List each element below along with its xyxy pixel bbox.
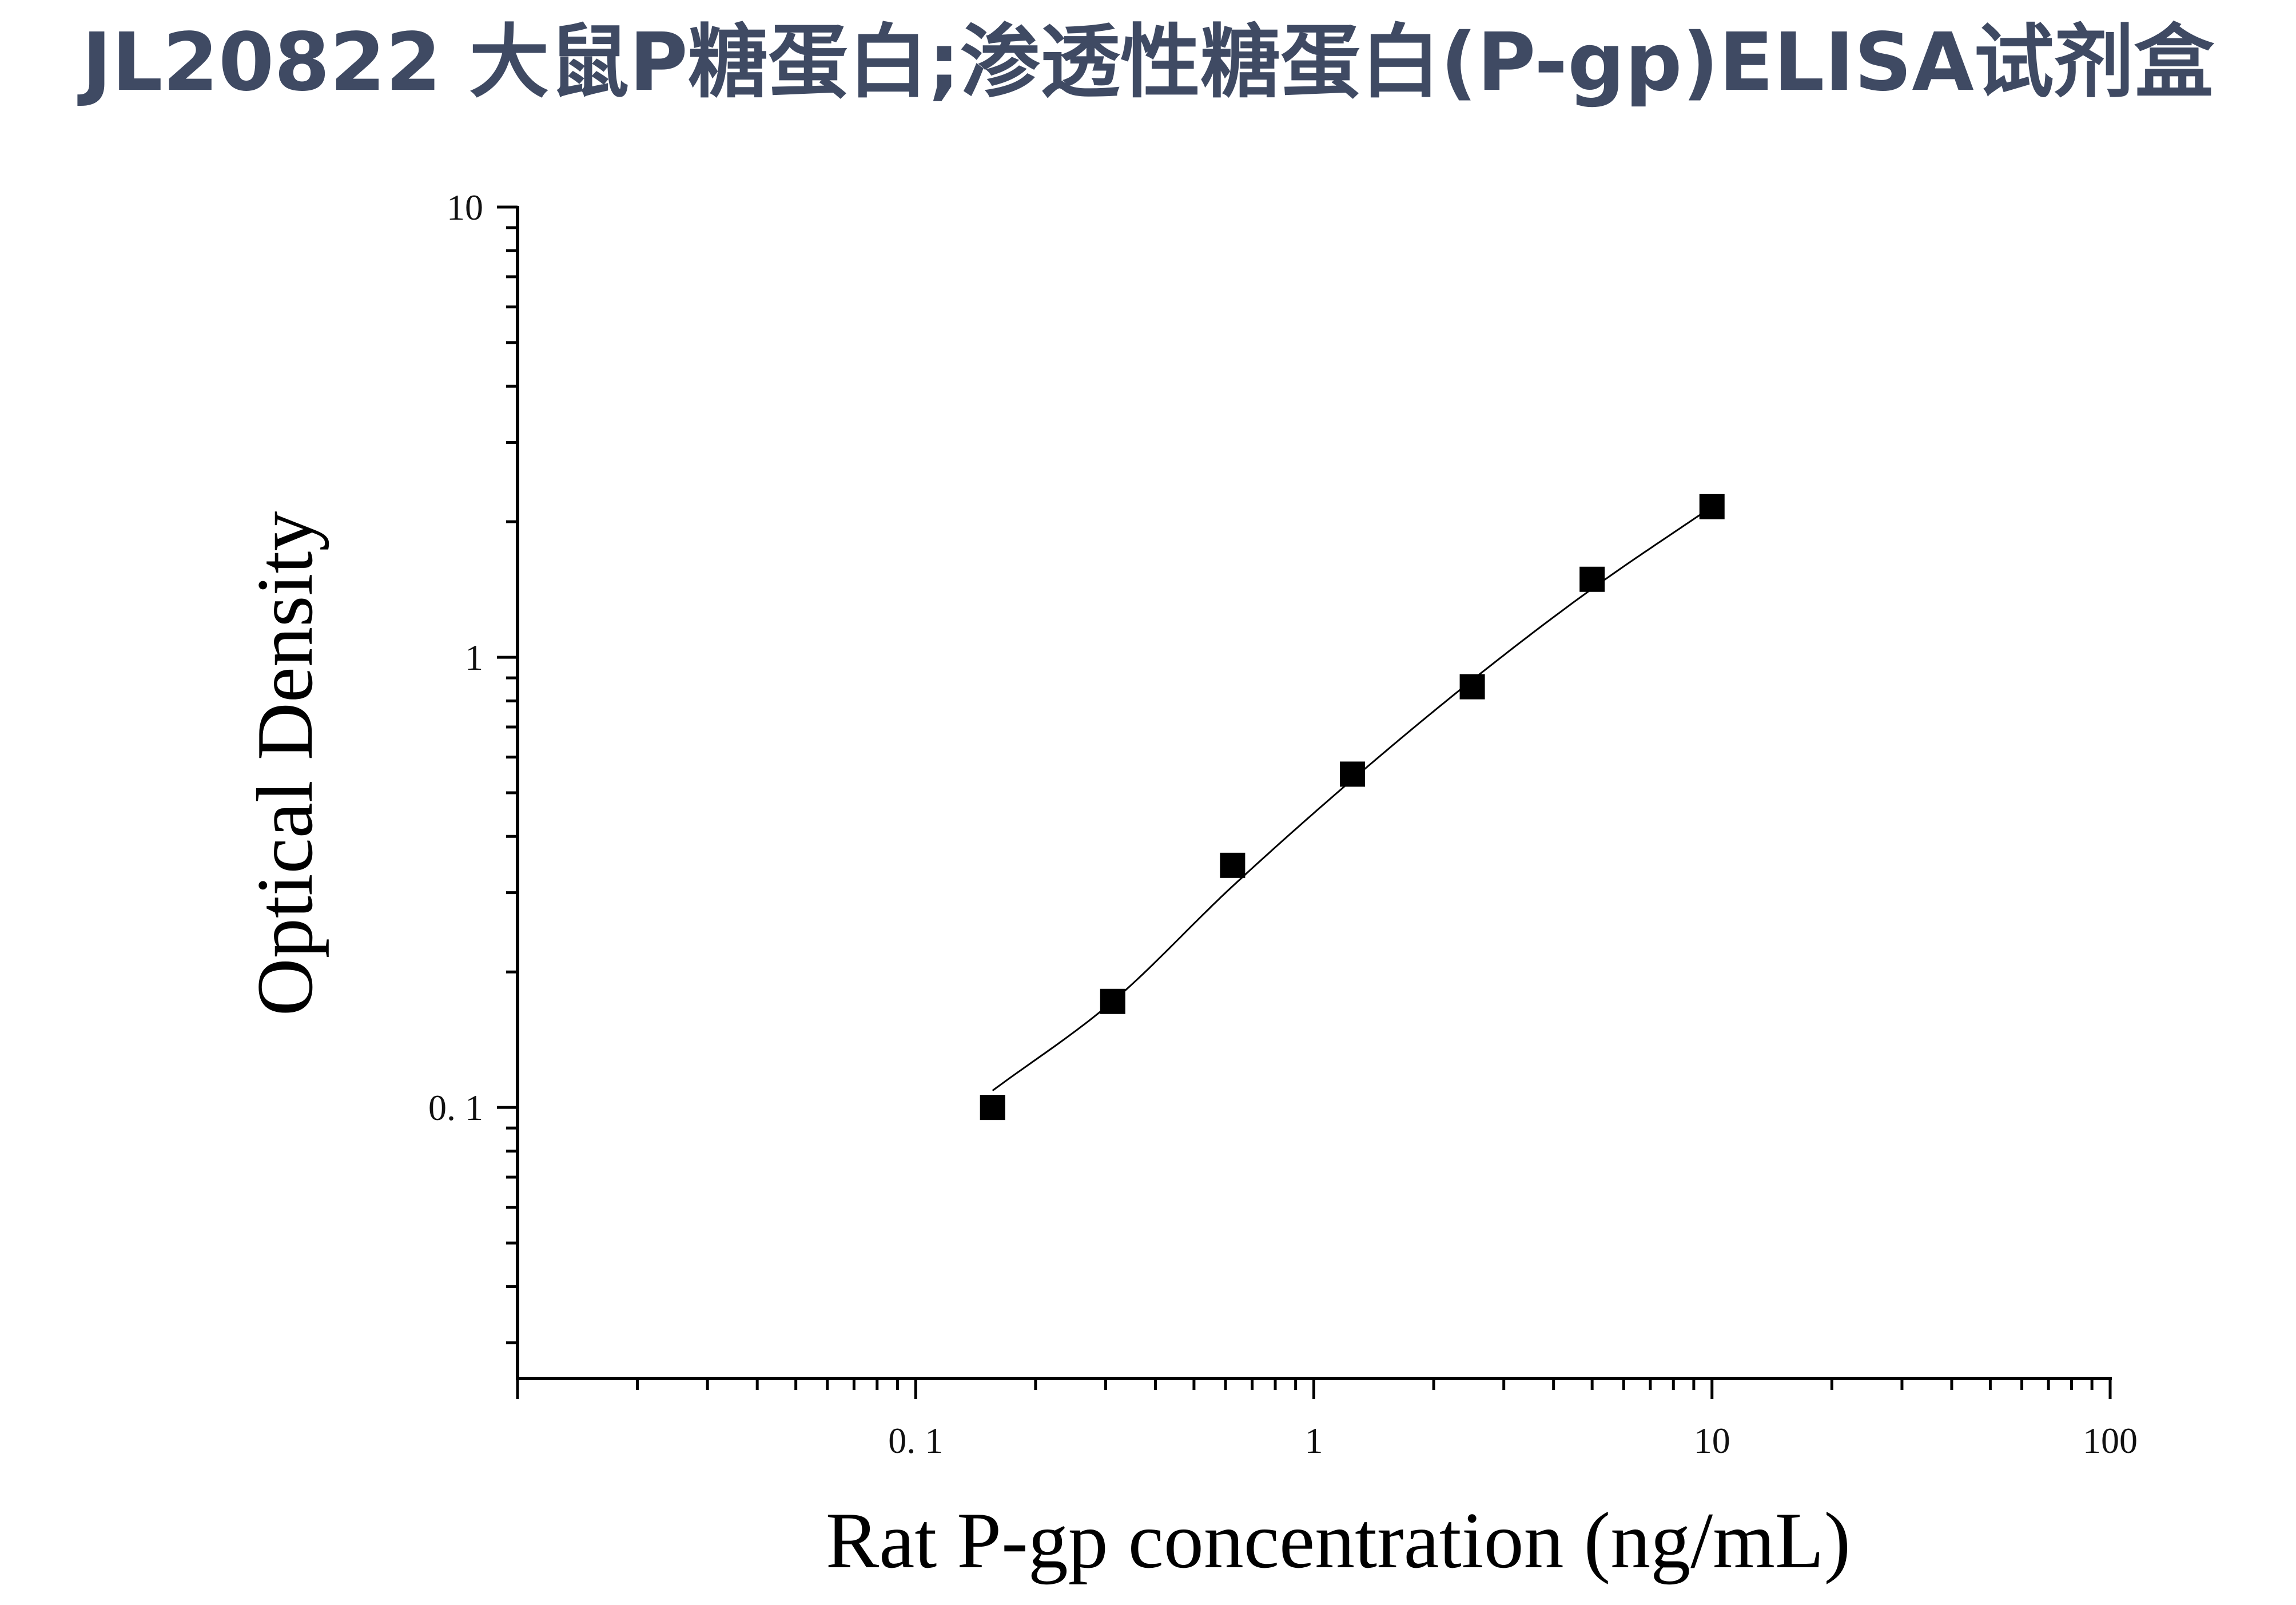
y-axis-title: Optical Density [241,511,329,1016]
data-points [980,494,1725,1121]
data-point [1579,566,1605,592]
x-tick-label: 10 [1694,1420,1730,1461]
y-tick-label: 0. 1 [428,1087,483,1128]
x-tick-label: 1 [1305,1420,1323,1461]
data-point [980,1095,1005,1121]
x-tick-label: 100 [2083,1420,2138,1461]
y-tick-label: 10 [447,187,483,228]
data-point [1220,852,1246,878]
data-point [1459,674,1485,700]
x-axis-title: Rat P-gp concentration (ng/mL) [826,1496,1851,1585]
x-tick-label: 0. 1 [888,1420,943,1461]
data-point [1100,988,1125,1014]
data-point [1339,761,1365,787]
page-title: JL20822 大鼠P糖蛋白;渗透性糖蛋白(P-gp)ELISA试剂盒 [82,16,2214,109]
data-point [1699,494,1725,519]
axes: 0. 1 1 10 100 0. 1 1 10 [428,187,2138,1461]
y-tick-label: 1 [465,637,483,678]
